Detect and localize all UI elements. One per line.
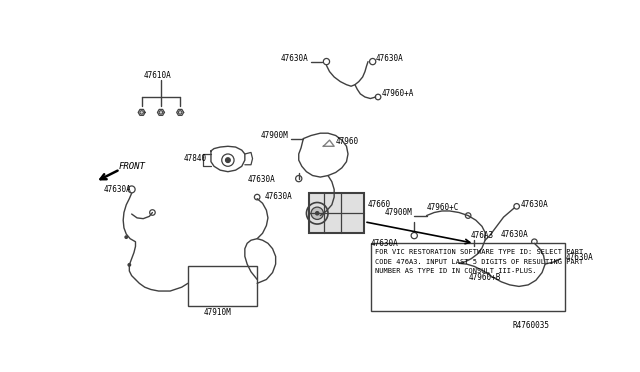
Text: 47630A: 47630A (500, 230, 528, 238)
Circle shape (127, 263, 131, 267)
Bar (371, 243, 565, 311)
Polygon shape (138, 109, 145, 115)
Circle shape (124, 235, 128, 239)
Text: 47840: 47840 (183, 154, 206, 163)
Text: 47630A: 47630A (565, 253, 593, 262)
Bar (188, 266, 257, 307)
Text: 47960: 47960 (336, 137, 359, 146)
Text: 476A3: 476A3 (470, 231, 493, 240)
Text: R4760035: R4760035 (513, 321, 550, 330)
Text: 47900M: 47900M (385, 208, 413, 217)
Text: 47960+C: 47960+C (426, 203, 459, 212)
Polygon shape (157, 109, 164, 115)
Text: 47630A: 47630A (103, 185, 131, 194)
Text: 47630A: 47630A (520, 199, 548, 209)
Text: 47630A: 47630A (371, 239, 399, 248)
Text: 47630A: 47630A (248, 175, 276, 184)
Text: 47630A: 47630A (376, 54, 403, 63)
Circle shape (311, 207, 323, 219)
Bar (308, 193, 364, 233)
Text: 47910M: 47910M (204, 308, 231, 317)
Text: 47960+A: 47960+A (382, 89, 414, 99)
Text: 47900M: 47900M (260, 131, 288, 140)
Text: 47630A: 47630A (281, 54, 308, 63)
Circle shape (225, 158, 230, 163)
Circle shape (315, 211, 319, 216)
Text: 47660: 47660 (368, 200, 391, 209)
Polygon shape (177, 109, 184, 115)
Text: 47960+B: 47960+B (469, 273, 501, 282)
Text: 47610A: 47610A (143, 71, 171, 80)
Text: FRONT: FRONT (118, 162, 145, 171)
Text: 47630A: 47630A (265, 192, 292, 201)
Text: FOR VIC RESTORATION SOFTWARE TYPE ID: SELECT PART
CODE 476A3. INPUT LAST 5 DIGIT: FOR VIC RESTORATION SOFTWARE TYPE ID: SE… (375, 250, 583, 275)
